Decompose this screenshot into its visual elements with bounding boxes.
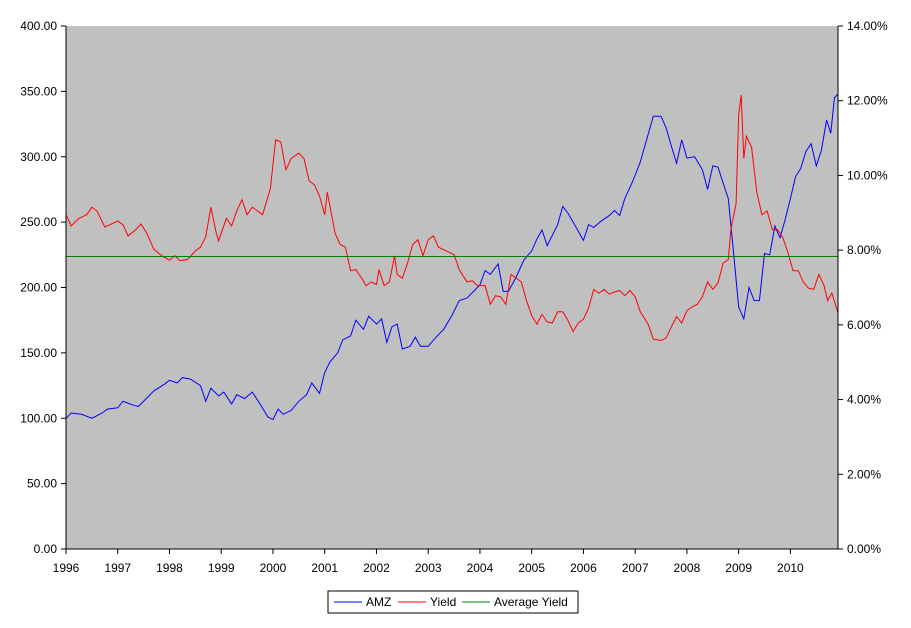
right-tick-label: 4.00% xyxy=(847,393,881,407)
x-tick-label: 2010 xyxy=(777,561,804,575)
left-tick-label: 50.00 xyxy=(27,477,57,491)
x-tick-label: 2001 xyxy=(311,561,338,575)
series-layer xyxy=(65,93,839,421)
series-line-amz xyxy=(65,93,839,421)
left-tick-label: 350.00 xyxy=(20,84,57,98)
x-tick-label: 2009 xyxy=(725,561,752,575)
x-tick-label: 1997 xyxy=(104,561,131,575)
legend-box xyxy=(327,590,579,614)
x-tick-label: 2008 xyxy=(674,561,701,575)
legend-label-amz: AMZ xyxy=(366,595,391,609)
legend: AMZ Yield Average Yield xyxy=(327,590,579,614)
left-tick-label: 400.00 xyxy=(20,19,57,33)
x-tick-label: 1996 xyxy=(53,561,80,575)
x-tick-label: 2000 xyxy=(260,561,287,575)
right-tick-label: 0.00% xyxy=(847,542,881,556)
x-tick-label: 2003 xyxy=(415,561,442,575)
legend-label-yield: Yield xyxy=(430,595,456,609)
right-tick-label: 12.00% xyxy=(847,94,888,108)
left-tick-label: 200.00 xyxy=(20,281,57,295)
right-tick-label: 10.00% xyxy=(847,168,888,182)
right-tick-label: 8.00% xyxy=(847,243,881,257)
x-tick-label: 2002 xyxy=(363,561,390,575)
plot-area xyxy=(66,26,838,549)
right-tick-label: 14.00% xyxy=(847,19,888,33)
left-tick-label: 0.00 xyxy=(34,542,58,556)
right-tick-label: 2.00% xyxy=(847,467,881,481)
axes-layer: 0.00 50.00 100.00 150.00 200.00 250.00 300.00 3… xyxy=(20,19,888,575)
x-tick-label: 1999 xyxy=(208,561,235,575)
x-tick-label: 1998 xyxy=(156,561,183,575)
left-tick-label: 150.00 xyxy=(20,346,57,360)
left-tick-label: 300.00 xyxy=(20,150,57,164)
x-tick-label: 2007 xyxy=(622,561,649,575)
x-tick-label: 2006 xyxy=(570,561,597,575)
right-tick-label: 6.00% xyxy=(847,318,881,332)
legend-label-average-yield: Average Yield xyxy=(494,595,568,609)
left-tick-label: 100.00 xyxy=(20,411,57,425)
x-tick-label: 2004 xyxy=(467,561,494,575)
x-tick-label: 2005 xyxy=(518,561,545,575)
left-tick-label: 250.00 xyxy=(20,215,57,229)
series-line-yield xyxy=(65,95,839,342)
